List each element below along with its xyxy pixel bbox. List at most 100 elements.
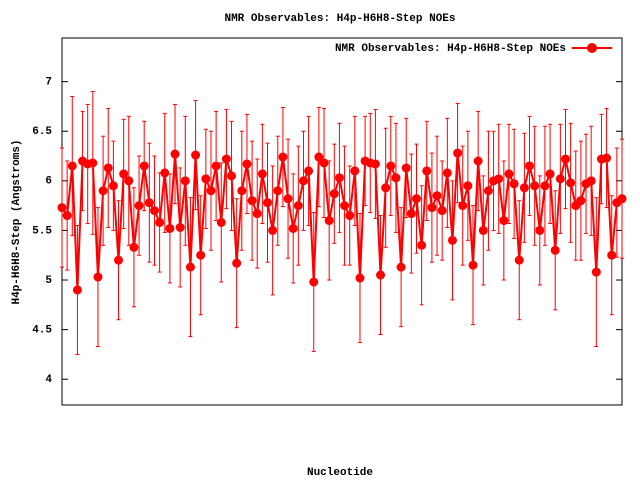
point (175, 222, 185, 232)
y-tick-label: 5 (45, 275, 52, 287)
point (586, 176, 596, 186)
point (180, 176, 190, 186)
point (93, 272, 103, 282)
point (530, 181, 540, 191)
point (268, 225, 278, 235)
point (602, 153, 612, 163)
point (617, 194, 627, 204)
y-tick-label: 6.5 (32, 126, 52, 138)
point (247, 196, 257, 206)
point (519, 183, 529, 193)
point (381, 183, 391, 193)
point (540, 181, 550, 191)
point (468, 260, 478, 270)
point (242, 159, 252, 169)
point (129, 242, 139, 252)
point (463, 181, 473, 191)
point (432, 191, 442, 201)
point (525, 161, 535, 171)
point (499, 216, 509, 226)
point (206, 186, 216, 196)
point (149, 206, 159, 216)
point (191, 150, 201, 160)
point (221, 154, 231, 164)
point (406, 209, 416, 219)
point (185, 262, 195, 272)
y-tick-label: 7 (45, 77, 52, 89)
point (334, 173, 344, 183)
point (453, 148, 463, 158)
point (263, 198, 273, 208)
point (252, 209, 262, 219)
point (396, 262, 406, 272)
x-axis-label: Nucleotide (307, 467, 373, 479)
point (103, 163, 113, 173)
point (196, 250, 206, 260)
y-tick-label: 5.5 (32, 225, 52, 237)
point (237, 186, 247, 196)
point (119, 169, 129, 179)
point (288, 223, 298, 233)
point (155, 217, 165, 227)
point (165, 223, 175, 233)
point (427, 203, 437, 213)
point (442, 168, 452, 178)
y-tick-label: 6 (45, 176, 52, 188)
point (607, 250, 617, 260)
point (304, 166, 314, 176)
point (483, 186, 493, 196)
point (473, 156, 483, 166)
point (422, 166, 432, 176)
point (560, 154, 570, 164)
point (494, 174, 504, 184)
point (509, 179, 519, 189)
point (555, 174, 565, 184)
point (437, 206, 447, 216)
point (576, 196, 586, 206)
point (170, 149, 180, 159)
point (257, 169, 267, 179)
point (504, 169, 514, 179)
point (514, 255, 524, 265)
point (139, 161, 149, 171)
point (232, 258, 242, 268)
point (386, 161, 396, 171)
point (62, 211, 72, 221)
point (72, 285, 82, 295)
point (114, 255, 124, 265)
point (283, 194, 293, 204)
point (67, 161, 77, 171)
point (88, 158, 98, 168)
point (324, 216, 334, 226)
point (57, 203, 67, 213)
legend-label: NMR Observables: H4p-H6H8-Step NOEs (335, 43, 566, 55)
point (550, 245, 560, 255)
point (124, 176, 134, 186)
point (545, 169, 555, 179)
point (329, 189, 339, 199)
chart-title: NMR Observables: H4p-H6H8-Step NOEs (224, 13, 455, 25)
point (298, 176, 308, 186)
point (98, 186, 108, 196)
y-tick-label: 4 (45, 374, 52, 386)
point (309, 277, 319, 287)
point (411, 194, 421, 204)
point (319, 158, 329, 168)
point (273, 186, 283, 196)
point (370, 159, 380, 169)
point (160, 168, 170, 178)
point (144, 198, 154, 208)
point (417, 240, 427, 250)
point (447, 235, 457, 245)
point (566, 178, 576, 188)
point (293, 201, 303, 211)
series-line (61, 152, 623, 290)
point (227, 171, 237, 181)
point (211, 161, 221, 171)
y-axis-label: H4p-H6H8-Step (Angstroms) (11, 139, 23, 304)
point (201, 174, 211, 184)
point (108, 181, 118, 191)
point (355, 273, 365, 283)
legend-marker (587, 43, 597, 53)
